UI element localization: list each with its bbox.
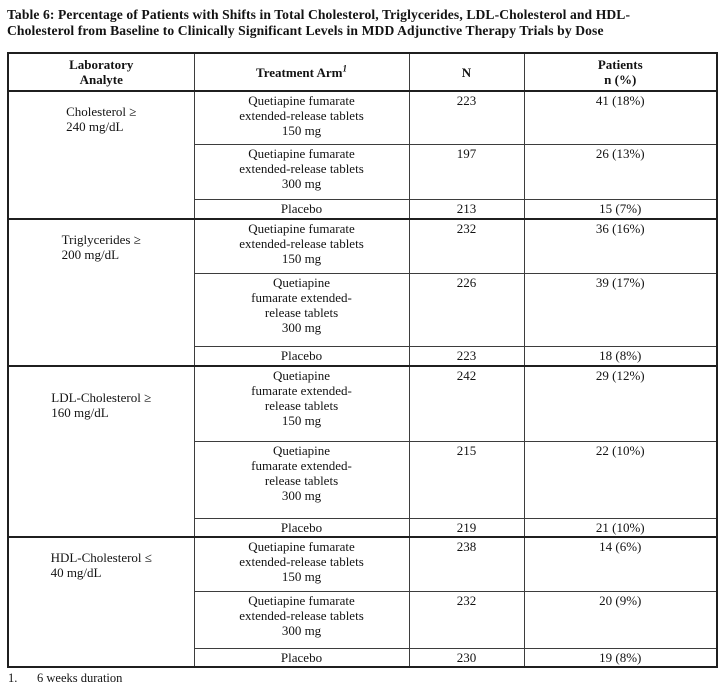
n-cell: 238 (408, 535, 525, 592)
patients-cell: 41 (18%) (523, 90, 718, 145)
patients-cell: 14 (6%) (523, 535, 718, 592)
n-cell: 215 (408, 440, 525, 519)
treatment-arm-cell: Quetiapine fumarate extended- release ta… (193, 365, 410, 442)
table-row: Quetiapine fumarate extended-release tab… (8, 591, 718, 649)
analyte-label: HDL-Cholesterol ≤ 40 mg/dL (50, 550, 152, 580)
footnote-text: 6 weeks duration (37, 671, 123, 683)
table-row: Quetiapine fumarate extended-release tab… (8, 143, 718, 200)
n-cell: 232 (408, 591, 525, 649)
table-row: Placebo 230 19 (8%) (8, 648, 718, 668)
table-row: Quetiapine fumarate extended- release ta… (8, 440, 718, 519)
patients-cell: 21 (10%) (523, 517, 718, 537)
n-cell: 223 (408, 345, 525, 367)
header-row: Laboratory Analyte Treatment Arm1 N Pati… (7, 52, 718, 92)
patients-cell: 19 (8%) (523, 648, 718, 668)
n-cell: 230 (408, 648, 525, 668)
col-header-n: N (408, 52, 525, 92)
table-row: HDL-Cholesterol ≤ 40 mg/dL Quetiapine fu… (7, 535, 718, 668)
col-header-treatment-arm: Treatment Arm1 (193, 52, 410, 92)
n-cell: 197 (408, 143, 525, 200)
table-row: Cholesterol ≥ 240 mg/dL Quetiapine fumar… (7, 90, 718, 220)
treatment-arm-cell: Quetiapine fumarate extended-release tab… (193, 218, 410, 274)
n-cell: 223 (408, 90, 525, 145)
treatment-arm-cell: Placebo (193, 198, 410, 220)
n-cell: 219 (408, 517, 525, 537)
lab-shifts-table: Laboratory Analyte Treatment Arm1 N Pati… (7, 52, 718, 668)
footnote: 1. 6 weeks duration (7, 671, 716, 683)
treatment-arm-cell: Quetiapine fumarate extended-release tab… (193, 591, 410, 649)
analyte-cell-ldl-cholesterol: LDL-Cholesterol ≥ 160 mg/dL (7, 365, 195, 537)
treatment-arm-cell: Quetiapine fumarate extended-release tab… (193, 90, 410, 145)
col-header-laboratory-analyte: Laboratory Analyte (7, 52, 195, 92)
analyte-label: LDL-Cholesterol ≥ 160 mg/dL (51, 389, 152, 420)
n-cell: 226 (408, 272, 525, 347)
table-row: Triglycerides ≥ 200 mg/dL Quetiapine fum… (7, 218, 718, 367)
patients-cell: 22 (10%) (523, 440, 718, 519)
table-title: Table 6: Percentage of Patients with Shi… (7, 7, 631, 38)
patients-cell: 29 (12%) (523, 365, 718, 442)
analyte-label: Cholesterol ≥ 240 mg/dL (66, 103, 137, 134)
footnote-marker: 1. (8, 671, 18, 683)
analyte-label: Triglycerides ≥ 200 mg/dL (61, 232, 141, 262)
analyte-cell-hdl-cholesterol: HDL-Cholesterol ≤ 40 mg/dL (7, 535, 195, 668)
patients-cell: 26 (13%) (523, 143, 718, 200)
analyte-cell-triglycerides: Triglycerides ≥ 200 mg/dL (7, 218, 195, 367)
analyte-cell-cholesterol: Cholesterol ≥ 240 mg/dL (7, 90, 195, 220)
n-cell: 213 (408, 198, 525, 220)
table-row: LDL-Cholesterol ≥ 160 mg/dL Quetiapine f… (7, 365, 718, 537)
footnote-reference-1: 1 (342, 63, 348, 74)
table-row: Quetiapine fumarate extended- release ta… (8, 272, 718, 347)
treatment-arm-cell: Quetiapine fumarate extended- release ta… (193, 272, 410, 347)
patients-cell: 36 (16%) (523, 218, 718, 274)
treatment-arm-cell: Placebo (193, 517, 410, 537)
treatment-arm-label: Treatment Arm (255, 64, 343, 80)
patients-cell: 18 (8%) (523, 345, 718, 367)
treatment-arm-cell: Quetiapine fumarate extended-release tab… (193, 535, 410, 592)
treatment-arm-cell: Quetiapine fumarate extended-release tab… (193, 143, 410, 200)
patients-cell: 39 (17%) (523, 272, 718, 347)
col-header-patients: Patients n (%) (523, 52, 718, 92)
n-cell: 242 (408, 365, 525, 442)
treatment-arm-cell: Placebo (193, 648, 410, 668)
treatment-arm-cell: Quetiapine fumarate extended- release ta… (193, 440, 410, 519)
patients-cell: 15 (7%) (523, 198, 718, 220)
n-cell: 232 (408, 218, 525, 274)
patients-cell: 20 (9%) (523, 591, 718, 649)
treatment-arm-cell: Placebo (193, 345, 410, 367)
